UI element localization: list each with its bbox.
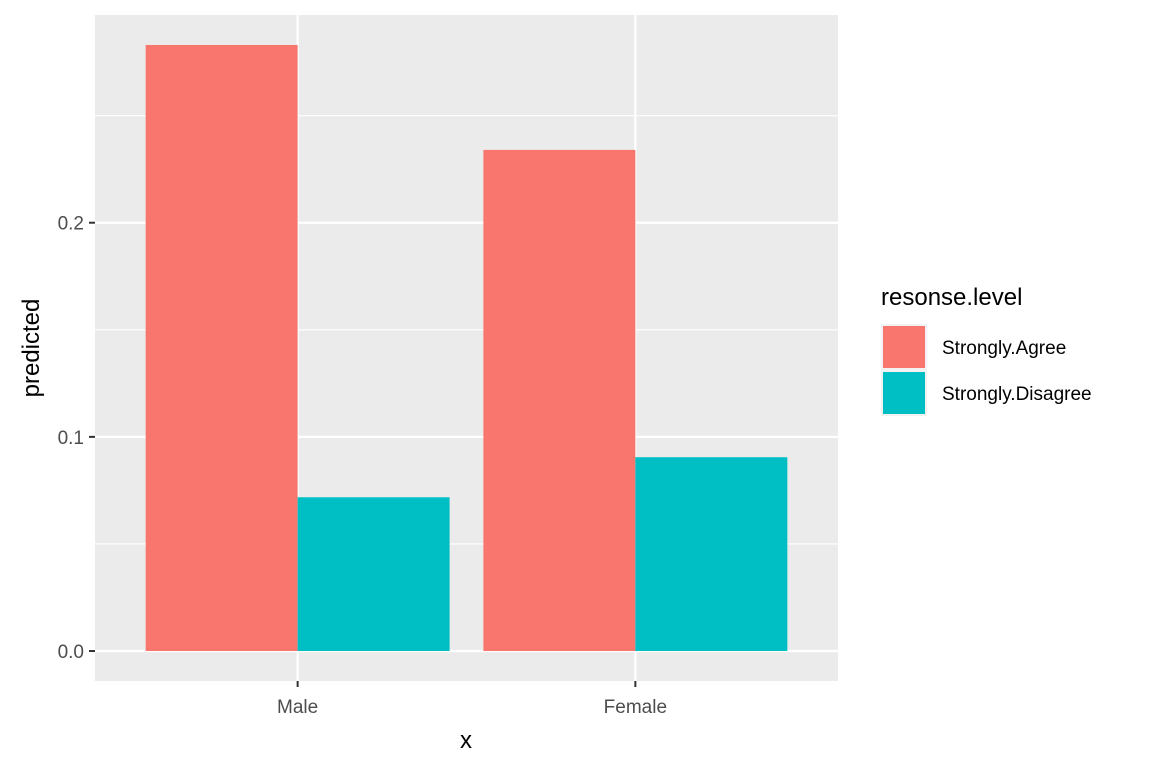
y-tick-label: 0.2: [58, 214, 84, 235]
legend-label: Strongly.Agree: [942, 338, 1066, 359]
bars: [145, 44, 788, 652]
legend-title: resonse.level: [881, 284, 1022, 311]
legend-label: Strongly.Disagree: [942, 384, 1092, 405]
bar: [297, 497, 450, 652]
x-tick-label: Female: [604, 697, 667, 718]
y-tick-label: 0.1: [58, 428, 84, 449]
y-axis: 0.0 0.1 0.2: [58, 214, 95, 663]
legend-key: [883, 372, 925, 414]
bar: [145, 44, 298, 652]
x-axis: Male Female: [277, 681, 667, 718]
y-tick-label: 0.0: [58, 642, 84, 663]
bar: [635, 457, 788, 652]
x-axis-title: x: [460, 727, 472, 754]
x-tick-label: Male: [277, 697, 318, 718]
legend-key: [883, 326, 925, 368]
bar: [483, 149, 636, 652]
legend: resonse.level Strongly.Agree Strongly.Dis…: [881, 284, 1092, 416]
y-axis-title: predicted: [18, 299, 45, 398]
